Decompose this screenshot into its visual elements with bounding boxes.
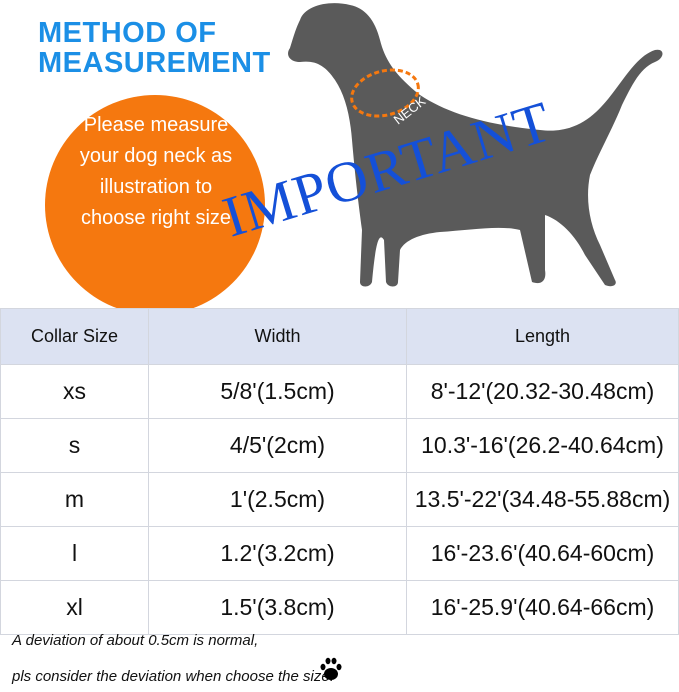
instruction-circle xyxy=(45,95,265,315)
header-length: Length xyxy=(406,308,679,365)
width-cell: 5/8'(1.5cm) xyxy=(148,364,407,419)
title: METHOD OF MEASUREMENT xyxy=(38,18,271,78)
header-collar-size: Collar Size xyxy=(0,308,149,365)
table-row: m 1'(2.5cm) 13.5'-22'(34.48-55.88cm) xyxy=(0,472,679,527)
table-header-row: Collar Size Width Length xyxy=(0,308,679,365)
instruction-text: Please measure your dog neck as illustra… xyxy=(79,114,233,229)
width-cell: 4/5'(2cm) xyxy=(148,418,407,473)
size-cell: xs xyxy=(0,364,149,419)
length-cell: 8'-12'(20.32-30.48cm) xyxy=(406,364,679,419)
table-row: l 1.2'(3.2cm) 16'-23.6'(40.64-60cm) xyxy=(0,526,679,581)
table-row: xs 5/8'(1.5cm) 8'-12'(20.32-30.48cm) xyxy=(0,364,679,419)
dog-illustration: NECK xyxy=(288,3,663,287)
paw-print-icon xyxy=(320,657,342,680)
title-line-1: METHOD OF xyxy=(38,17,217,49)
table-row: s 4/5'(2cm) 10.3'-16'(26.2-40.64cm) xyxy=(0,418,679,473)
width-cell: 1.5'(3.8cm) xyxy=(148,580,407,635)
header-width: Width xyxy=(148,308,407,365)
length-cell: 10.3'-16'(26.2-40.64cm) xyxy=(406,418,679,473)
note-line-1: A deviation of about 0.5cm is normal, xyxy=(12,632,259,649)
size-cell: l xyxy=(0,526,149,581)
length-cell: 16'-25.9'(40.64-66cm) xyxy=(406,580,679,635)
size-cell: xl xyxy=(0,580,149,635)
length-cell: 13.5'-22'(34.48-55.88cm) xyxy=(406,472,679,527)
note-line-2: pls consider the deviation when choose t… xyxy=(12,668,334,685)
size-cell: m xyxy=(0,472,149,527)
table-row: xl 1.5'(3.8cm) 16'-25.9'(40.64-66cm) xyxy=(0,580,679,635)
size-cell: s xyxy=(0,418,149,473)
width-cell: 1.2'(3.2cm) xyxy=(148,526,407,581)
title-line-2: MEASUREMENT xyxy=(38,47,271,79)
size-table: Collar Size Width Length xs 5/8'(1.5cm) 8'… xyxy=(0,308,679,635)
length-cell: 16'-23.6'(40.64-60cm) xyxy=(406,526,679,581)
width-cell: 1'(2.5cm) xyxy=(148,472,407,527)
